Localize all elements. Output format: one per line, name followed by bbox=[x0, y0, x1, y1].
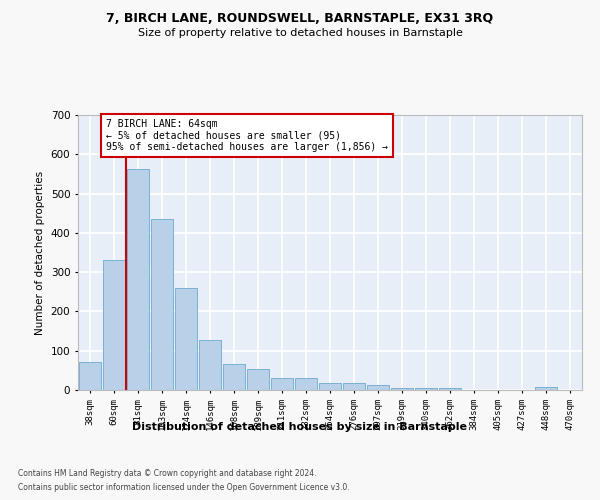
Bar bbox=[103, 260, 125, 390]
Bar bbox=[439, 388, 461, 390]
Bar bbox=[343, 384, 365, 390]
Bar bbox=[247, 369, 269, 390]
Text: Contains HM Land Registry data © Crown copyright and database right 2024.: Contains HM Land Registry data © Crown c… bbox=[18, 468, 317, 477]
Text: Size of property relative to detached houses in Barnstaple: Size of property relative to detached ho… bbox=[137, 28, 463, 38]
Bar bbox=[367, 386, 389, 390]
Text: 7, BIRCH LANE, ROUNDSWELL, BARNSTAPLE, EX31 3RQ: 7, BIRCH LANE, ROUNDSWELL, BARNSTAPLE, E… bbox=[106, 12, 494, 26]
Bar bbox=[319, 384, 341, 390]
Text: Contains public sector information licensed under the Open Government Licence v3: Contains public sector information licen… bbox=[18, 484, 350, 492]
Bar bbox=[199, 340, 221, 390]
Bar bbox=[271, 378, 293, 390]
Bar bbox=[415, 388, 437, 390]
Bar bbox=[391, 388, 413, 390]
Bar bbox=[295, 378, 317, 390]
Text: 7 BIRCH LANE: 64sqm
← 5% of detached houses are smaller (95)
95% of semi-detache: 7 BIRCH LANE: 64sqm ← 5% of detached hou… bbox=[106, 119, 388, 152]
Text: Distribution of detached houses by size in Barnstaple: Distribution of detached houses by size … bbox=[133, 422, 467, 432]
Bar bbox=[151, 219, 173, 390]
Bar bbox=[175, 288, 197, 390]
Bar bbox=[79, 362, 101, 390]
Y-axis label: Number of detached properties: Number of detached properties bbox=[35, 170, 45, 334]
Bar bbox=[535, 387, 557, 390]
Bar bbox=[223, 364, 245, 390]
Bar bbox=[127, 169, 149, 390]
